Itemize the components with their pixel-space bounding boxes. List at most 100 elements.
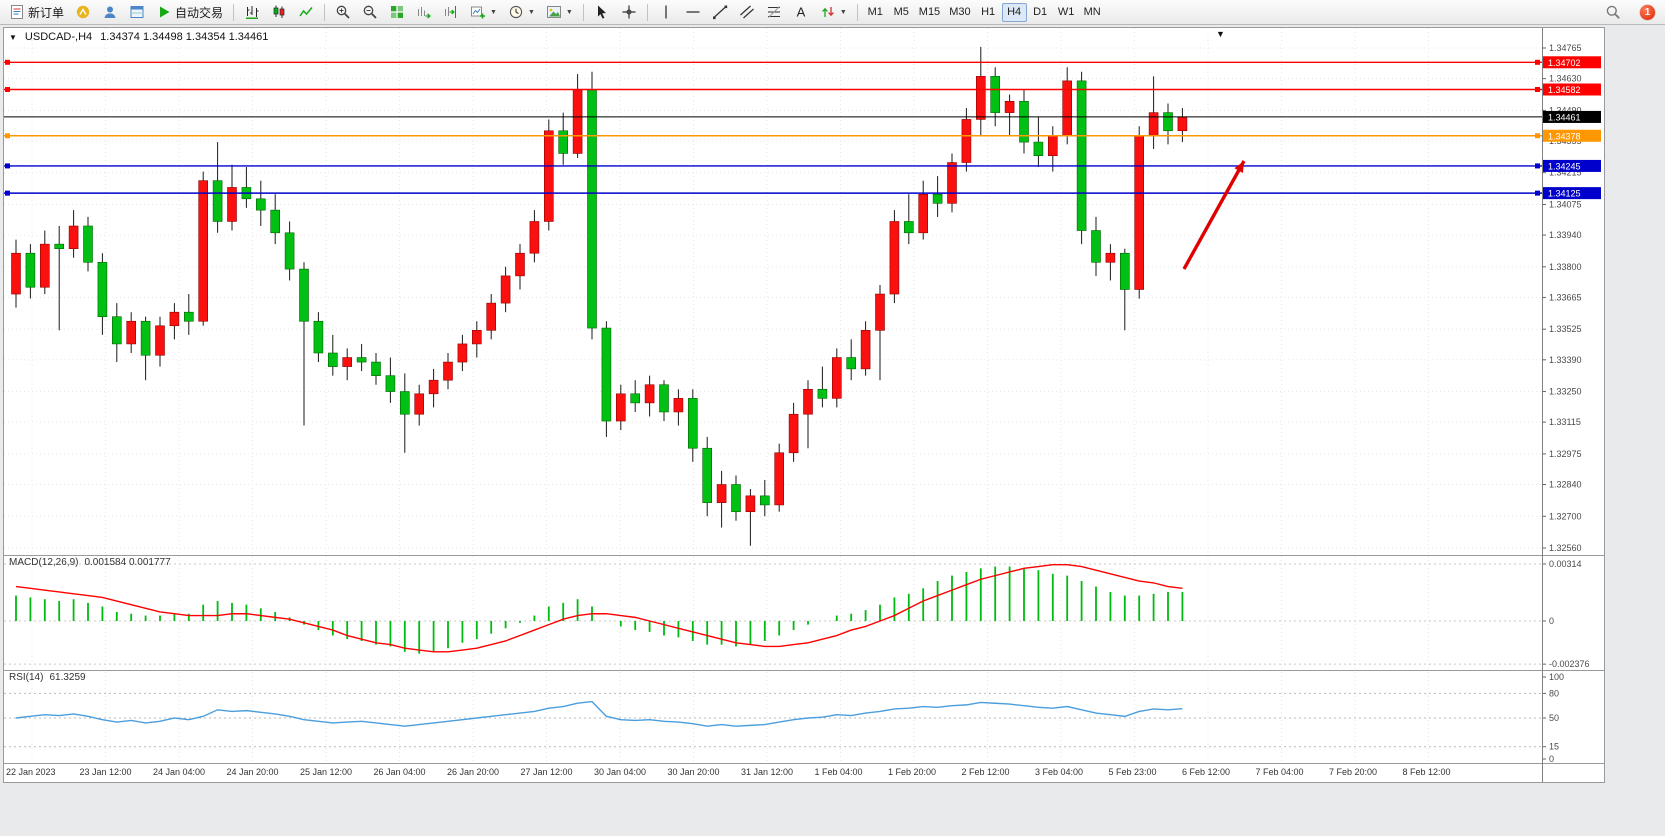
channel-tool-button[interactable] <box>734 2 760 23</box>
svg-text:7 Feb 04:00: 7 Feb 04:00 <box>1256 767 1304 777</box>
chart-window-usdcad-h4[interactable]: 0.00314 0 -0.002376 100 80 50 15 0 1.34765 1.3463… <box>3 27 1605 783</box>
svg-text:1.32975: 1.32975 <box>1549 449 1582 459</box>
toolbar-separator <box>233 3 235 21</box>
candles[interactable] <box>11 46 1188 546</box>
svg-text:1.34461: 1.34461 <box>1548 112 1581 122</box>
timeframe-button-d1[interactable]: D1 <box>1028 3 1053 22</box>
bar-chart-button[interactable] <box>239 2 265 23</box>
timeframe-button-h4[interactable]: H4 <box>1001 2 1027 22</box>
svg-text:1.32700: 1.32700 <box>1549 511 1582 521</box>
mql5-community-button[interactable] <box>70 2 96 23</box>
timeframe-button-mn[interactable]: MN <box>1080 3 1105 22</box>
cursor-arrow-icon <box>597 5 606 19</box>
rsi-pane: 100 80 50 15 0 <box>4 672 1564 764</box>
main-toolbar: 新订单 自动交易 <box>0 0 1665 25</box>
template-image-icon <box>546 6 561 18</box>
templates-dropdown-arrow[interactable]: ▼ <box>565 8 573 16</box>
equidistant-channel-icon <box>739 5 754 19</box>
timeframe-button-h1[interactable]: H1 <box>976 3 1001 22</box>
notification-badge[interactable]: 1 <box>1640 4 1655 20</box>
svg-text:1.34125: 1.34125 <box>1548 189 1581 199</box>
tile-windows-button[interactable] <box>384 2 410 23</box>
chart-menu-arrow-icon[interactable]: ▼ <box>9 32 17 42</box>
price-line-badges: 1.34702 1.34582 1.34461 1.34378 1.34245 1.341… <box>1543 56 1601 200</box>
svg-text:30 Jan 20:00: 30 Jan 20:00 <box>668 767 720 777</box>
horizontal-line-tool-button[interactable] <box>680 2 706 23</box>
svg-text:1.34378: 1.34378 <box>1548 131 1581 141</box>
data-window-icon <box>130 6 144 18</box>
search-icon <box>1606 5 1620 19</box>
one-click-trading-arrow-icon[interactable]: ▼ <box>1216 29 1225 39</box>
periods-button[interactable]: ▼ <box>503 2 540 23</box>
market-watch-button[interactable] <box>97 2 123 23</box>
svg-text:7 Feb 20:00: 7 Feb 20:00 <box>1329 767 1377 777</box>
svg-text:1.33940: 1.33940 <box>1549 230 1582 240</box>
svg-text:26 Jan 04:00: 26 Jan 04:00 <box>374 767 426 777</box>
svg-text:1.33250: 1.33250 <box>1549 387 1582 397</box>
svg-text:1.32560: 1.32560 <box>1549 543 1582 553</box>
auto-scroll-button[interactable] <box>411 2 437 23</box>
text-tool-button[interactable]: A <box>788 2 814 23</box>
arrows-dropdown-arrow[interactable]: ▼ <box>839 8 847 16</box>
data-window-button[interactable] <box>124 2 150 23</box>
pane-separators[interactable] <box>4 28 1604 782</box>
fibonacci-tool-button[interactable] <box>761 2 787 23</box>
timeframe-button-m5[interactable]: M5 <box>889 3 914 22</box>
zoom-in-button[interactable] <box>330 2 356 23</box>
fibonacci-icon <box>767 6 780 18</box>
symbol-search-button[interactable] <box>1600 2 1626 23</box>
rsi-value: 61.3259 <box>49 672 86 683</box>
timeframe-button-m30[interactable]: M30 <box>945 3 974 22</box>
svg-text:3 Feb 04:00: 3 Feb 04:00 <box>1035 767 1083 777</box>
new-chart-icon <box>471 6 486 19</box>
vertical-line-icon <box>665 5 667 19</box>
toolbar-separator <box>856 3 858 21</box>
chart-ohlc-values: 1.34374 1.34498 1.34354 1.34461 <box>100 31 269 43</box>
timeframe-button-m15[interactable]: M15 <box>915 3 944 22</box>
svg-text:8 Feb 12:00: 8 Feb 12:00 <box>1403 767 1451 777</box>
svg-text:31 Jan 12:00: 31 Jan 12:00 <box>741 767 793 777</box>
svg-text:100: 100 <box>1549 672 1564 682</box>
bar-chart-icon <box>246 6 259 19</box>
chart-shift-icon <box>445 6 457 18</box>
svg-text:1.33390: 1.33390 <box>1549 355 1582 365</box>
svg-text:50: 50 <box>1549 713 1559 723</box>
timeframe-group: M1 M5 M15 M30 H1 H4 D1 W1 MN <box>863 2 1105 22</box>
new-order-icon <box>11 5 23 19</box>
timeframe-button-m1[interactable]: M1 <box>863 3 888 22</box>
autotrading-button[interactable]: 自动交易 <box>151 2 228 23</box>
trendline-tool-button[interactable] <box>707 2 733 23</box>
candlestick-chart-icon <box>273 5 285 18</box>
crosshair-icon <box>622 5 636 19</box>
templates-button[interactable]: ▼ <box>541 2 578 23</box>
annotation-arrow[interactable] <box>1182 160 1246 270</box>
chart-shift-button[interactable] <box>438 2 464 23</box>
workspace: 0.00314 0 -0.002376 100 80 50 15 0 1.34765 1.3463… <box>0 25 1665 836</box>
crosshair-button[interactable] <box>616 2 642 23</box>
periods-dropdown-arrow[interactable]: ▼ <box>527 8 535 16</box>
clock-icon <box>509 5 523 19</box>
toolbar-right-group: 1 <box>1600 2 1661 23</box>
macd-values: 0.001584 0.001777 <box>84 557 171 568</box>
vertical-line-tool-button[interactable] <box>653 2 679 23</box>
svg-text:80: 80 <box>1549 688 1559 698</box>
svg-text:1 Feb 20:00: 1 Feb 20:00 <box>888 767 936 777</box>
trendline-icon <box>712 5 728 20</box>
new-order-button[interactable]: 新订单 <box>4 2 69 23</box>
new-chart-button[interactable]: ▼ <box>465 2 502 23</box>
new-chart-dropdown-arrow[interactable]: ▼ <box>490 8 497 16</box>
zoom-out-button[interactable] <box>357 2 383 23</box>
svg-text:25 Jan 12:00: 25 Jan 12:00 <box>300 767 352 777</box>
line-chart-button[interactable] <box>293 2 319 23</box>
svg-text:24 Jan 20:00: 24 Jan 20:00 <box>227 767 279 777</box>
candlestick-chart-button[interactable] <box>266 2 292 23</box>
chart-grid <box>4 28 1542 763</box>
rsi-indicator-label: RSI(14) 61.3259 <box>9 672 86 683</box>
horizontal-price-lines[interactable] <box>4 59 1542 196</box>
cursor-button[interactable] <box>589 2 615 23</box>
chart-canvas[interactable]: 0.00314 0 -0.002376 100 80 50 15 0 1.34765 1.3463… <box>4 28 1604 782</box>
chart-title: ▼ USDCAD-,H4 1.34374 1.34498 1.34354 1.3… <box>9 31 268 43</box>
arrows-tool-button[interactable]: ▼ <box>815 2 852 23</box>
svg-text:1.33665: 1.33665 <box>1549 292 1582 302</box>
timeframe-button-w1[interactable]: W1 <box>1054 3 1079 22</box>
